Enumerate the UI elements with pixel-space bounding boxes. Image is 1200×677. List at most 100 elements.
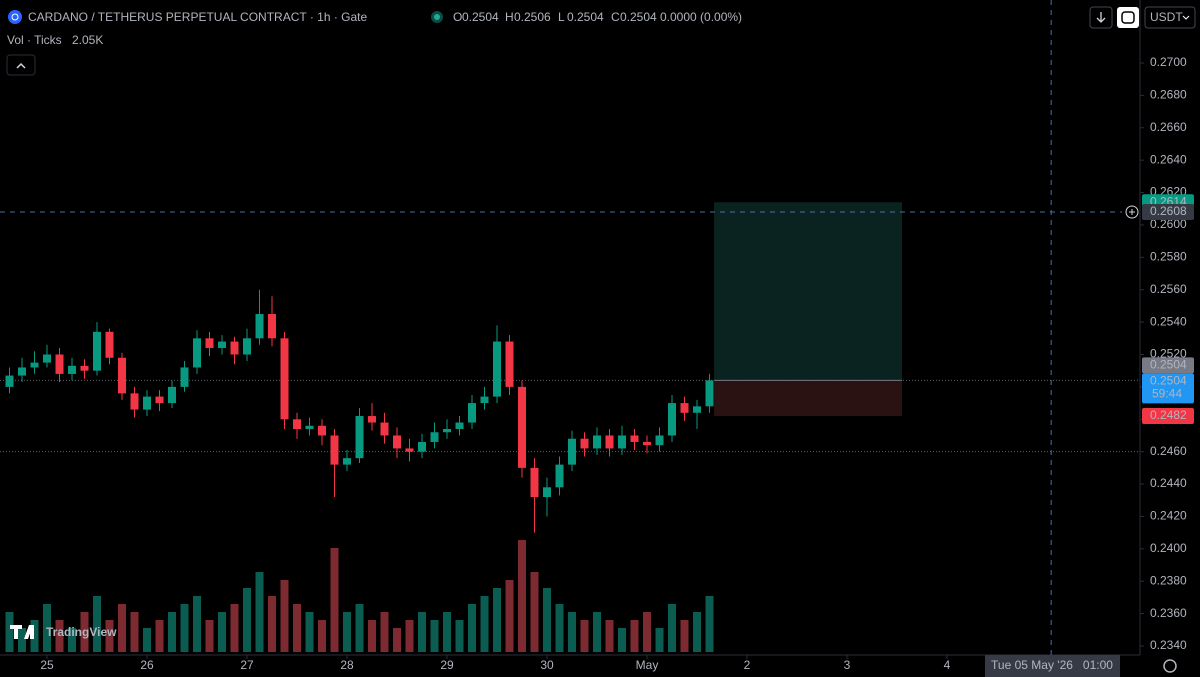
ohlc-label: O bbox=[453, 10, 462, 24]
fullscreen-button[interactable] bbox=[1117, 7, 1139, 28]
ohlc-value: 0.2504 bbox=[567, 10, 604, 24]
volume-bar bbox=[355, 604, 364, 652]
y-tick-label: 0.2680 bbox=[1150, 88, 1187, 102]
candle-body bbox=[343, 458, 351, 465]
candle-body bbox=[105, 331, 114, 358]
volume-bar bbox=[543, 588, 551, 652]
stop-price-tag: 0.2482 bbox=[1150, 408, 1187, 422]
candle-body bbox=[243, 338, 251, 355]
volume-bar bbox=[580, 620, 589, 652]
candle-body bbox=[580, 438, 589, 449]
volume-bar bbox=[68, 628, 76, 652]
crosshair-price-tag-bg bbox=[1142, 203, 1194, 220]
volume-bar bbox=[243, 588, 251, 652]
candle-body bbox=[530, 467, 539, 498]
price-change: 0.0000 (0.00%) bbox=[660, 10, 742, 24]
candle-body bbox=[305, 425, 314, 429]
candle-body bbox=[30, 362, 39, 368]
ohlc-label: L bbox=[558, 10, 565, 24]
settings-button[interactable] bbox=[1163, 659, 1177, 673]
candle-body bbox=[55, 354, 64, 374]
add-alert-button[interactable] bbox=[1125, 205, 1139, 219]
volume-bar bbox=[55, 620, 64, 652]
candle-body bbox=[568, 438, 576, 465]
candle-body bbox=[693, 406, 701, 413]
volume-bar bbox=[568, 612, 576, 652]
y-tick-label: 0.2520 bbox=[1150, 347, 1187, 361]
logo-text: TradingView bbox=[46, 625, 117, 639]
volume-bar bbox=[443, 612, 451, 652]
volume-bar bbox=[193, 596, 201, 652]
ohlc-label: C bbox=[611, 10, 620, 24]
candle-body bbox=[368, 416, 376, 423]
volume-bar bbox=[655, 628, 664, 652]
volume-bar bbox=[668, 604, 676, 652]
candle-body bbox=[705, 380, 714, 407]
volume-bar bbox=[118, 604, 126, 652]
candle-body bbox=[518, 386, 526, 468]
ohlc-value: 0.2504 bbox=[620, 10, 657, 24]
volume-bar bbox=[155, 620, 164, 652]
candle-body bbox=[418, 441, 426, 452]
candle-body bbox=[80, 365, 89, 371]
volume-bar bbox=[393, 628, 401, 652]
symbol-icon-inner bbox=[11, 13, 19, 21]
x-tick-label: 4 bbox=[944, 658, 951, 672]
plus-icon bbox=[1129, 208, 1135, 215]
candle-body bbox=[168, 386, 176, 404]
volume-bar bbox=[693, 612, 701, 652]
volume-bar bbox=[318, 620, 326, 652]
fullscreen-icon bbox=[1121, 11, 1135, 24]
x-tick-label: May bbox=[636, 658, 659, 672]
y-tick-label: 0.2660 bbox=[1150, 120, 1187, 134]
volume-bar bbox=[480, 596, 489, 652]
candle-body bbox=[318, 425, 326, 436]
candle-body bbox=[280, 338, 289, 420]
y-tick-label: 0.2600 bbox=[1150, 217, 1187, 231]
candle-body bbox=[93, 331, 101, 371]
candle-body bbox=[380, 422, 389, 436]
volume-bar bbox=[380, 612, 389, 652]
volume-bar bbox=[618, 628, 626, 652]
volume-bar bbox=[130, 612, 139, 652]
candle-body bbox=[555, 464, 564, 488]
x-tick-label: 30 bbox=[540, 658, 554, 672]
y-tick-label: 0.2420 bbox=[1150, 509, 1187, 523]
candle-body bbox=[405, 448, 414, 452]
volume-bar bbox=[468, 604, 476, 652]
volume-bar bbox=[555, 604, 564, 652]
candle-body bbox=[605, 435, 614, 449]
symbol-title: CARDANO / TETHERUS PERPETUAL CONTRACT · … bbox=[28, 10, 368, 24]
candle-body bbox=[143, 396, 151, 410]
candle-body bbox=[193, 338, 201, 368]
candle-body bbox=[230, 341, 239, 355]
countdown: 59:44 bbox=[1152, 387, 1182, 401]
candle-body bbox=[493, 341, 501, 397]
arrow-down bbox=[1096, 12, 1106, 23]
x-tick-label: 29 bbox=[440, 658, 454, 672]
volume-bar bbox=[605, 620, 614, 652]
volume-bar bbox=[293, 604, 301, 652]
candle-body bbox=[68, 365, 76, 374]
volume-bar bbox=[630, 620, 639, 652]
volume-bar bbox=[343, 612, 351, 652]
x-tick-label: 3 bbox=[844, 658, 851, 672]
candle-body bbox=[255, 314, 264, 339]
y-tick-label: 0.2380 bbox=[1150, 573, 1187, 587]
candle-body bbox=[430, 432, 439, 442]
y-tick-label: 0.2400 bbox=[1150, 541, 1187, 555]
volume-bar bbox=[255, 572, 264, 652]
volume-bar bbox=[680, 620, 689, 652]
volume-bar bbox=[168, 612, 176, 652]
volume-bar bbox=[493, 588, 501, 652]
candle-body bbox=[180, 367, 189, 387]
candle-body bbox=[468, 403, 476, 423]
currency-button[interactable] bbox=[1144, 6, 1196, 29]
logo-icon bbox=[10, 625, 34, 639]
candle-body bbox=[655, 435, 664, 446]
volume-bar bbox=[80, 612, 89, 652]
crosshair-price-tag: 0.2608 bbox=[1150, 204, 1187, 218]
